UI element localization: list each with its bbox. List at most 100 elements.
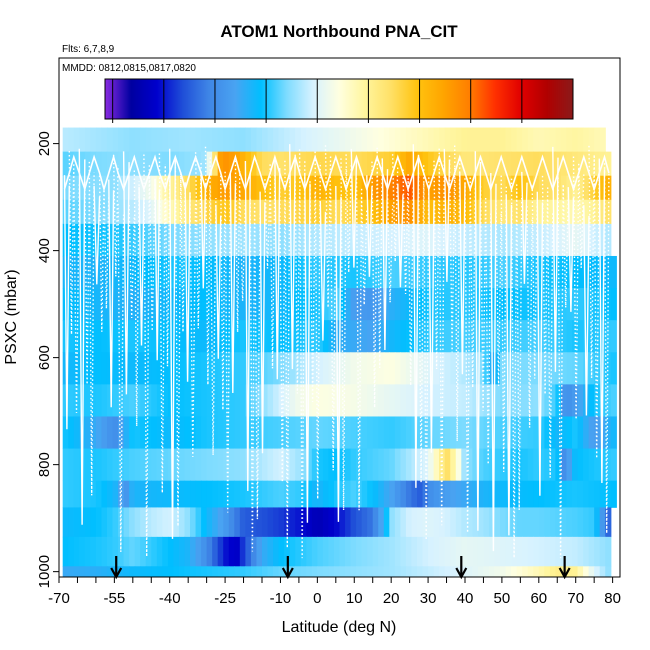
- heatmap-cell: [201, 199, 208, 225]
- heatmap-cell: [439, 536, 446, 567]
- heatmap-cell: [84, 536, 91, 567]
- heatmap-cell: [345, 151, 352, 177]
- heatmap-cell: [439, 175, 446, 201]
- heatmap-cell: [245, 223, 252, 257]
- flight-profile-trace: [366, 175, 373, 277]
- heatmap-cell: [500, 175, 507, 201]
- heatmap-cell: [494, 507, 501, 538]
- heatmap-cell: [173, 480, 180, 508]
- heatmap-cell: [411, 507, 418, 538]
- heatmap-cell: [389, 566, 396, 578]
- flight-profile-trace: [158, 153, 166, 493]
- heatmap-cell: [306, 448, 313, 482]
- heatmap-cell: [162, 384, 169, 417]
- heatmap-cell: [494, 199, 501, 225]
- heatmap-cell: [162, 352, 169, 385]
- heatmap-cell: [129, 384, 136, 417]
- heatmap-cell: [267, 151, 274, 177]
- heatmap-cell: [400, 480, 407, 508]
- flight-profile-trace: [253, 203, 261, 520]
- heatmap-cell: [300, 255, 307, 289]
- heatmap-cell: [328, 384, 335, 417]
- heatmap-cell: [500, 480, 507, 508]
- heatmap-cell: [450, 352, 457, 385]
- heatmap-cell: [173, 448, 180, 482]
- heatmap-cell: [483, 151, 490, 177]
- heatmap-cell: [417, 288, 424, 321]
- heatmap-cell: [223, 507, 230, 538]
- heatmap-cell: [195, 448, 202, 482]
- heatmap-cell: [605, 507, 612, 538]
- heatmap-cell: [145, 255, 152, 289]
- heatmap-cell: [455, 127, 462, 153]
- heatmap-cell: [267, 199, 274, 225]
- heatmap-cell: [361, 127, 368, 153]
- heatmap-cell: [339, 175, 346, 201]
- heatmap-cell: [527, 151, 534, 177]
- heatmap-cell: [300, 416, 307, 449]
- heatmap-cell: [560, 223, 568, 257]
- heatmap-cell: [317, 507, 324, 538]
- heatmap-cell: [488, 175, 496, 201]
- heatmap-cell: [549, 255, 557, 289]
- heatmap-cell: [178, 255, 186, 289]
- heatmap-cell: [162, 223, 169, 257]
- heatmap-cell: [428, 255, 435, 289]
- heatmap-cell: [450, 480, 457, 508]
- heatmap-cell: [560, 175, 568, 201]
- heatmap-cell: [156, 288, 163, 321]
- heatmap-cell: [90, 536, 97, 567]
- heatmap-cell: [101, 352, 108, 385]
- heatmap-cell: [477, 352, 485, 385]
- heatmap-cell: [256, 223, 263, 257]
- heatmap-cell: [566, 175, 573, 201]
- heatmap-cell: [605, 151, 612, 177]
- heatmap-cell: [472, 536, 479, 567]
- heatmap-cell: [62, 536, 69, 567]
- heatmap-cell: [455, 480, 462, 508]
- heatmap-cell: [511, 416, 518, 449]
- heatmap-cell: [201, 480, 208, 508]
- heatmap-cell: [350, 480, 357, 508]
- heatmap-cell: [455, 448, 462, 482]
- heatmap-cell: [284, 288, 291, 321]
- heatmap-cell: [394, 288, 401, 321]
- heatmap-cell: [306, 480, 313, 508]
- heatmap-cell: [483, 536, 490, 567]
- heatmap-cell: [234, 288, 241, 321]
- heatmap-cell: [488, 507, 496, 538]
- heatmap-cell: [345, 507, 352, 538]
- heatmap-cell: [566, 352, 573, 385]
- heatmap-cell: [549, 448, 557, 482]
- heatmap-cell: [444, 507, 451, 538]
- heatmap-cell: [383, 536, 390, 567]
- heatmap-cell: [84, 507, 91, 538]
- heatmap-cell: [466, 448, 473, 482]
- heatmap-cell: [361, 175, 368, 201]
- heatmap-cell: [250, 416, 258, 449]
- heatmap-cell: [234, 384, 241, 417]
- heatmap-cell: [433, 127, 440, 153]
- heatmap-cell: [439, 127, 446, 153]
- heatmap-cell: [494, 480, 501, 508]
- heatmap-cell: [68, 448, 75, 482]
- heatmap-cell: [156, 320, 163, 353]
- heatmap-cell: [527, 175, 534, 201]
- flight-profile-trace: [294, 181, 301, 394]
- x-tick-label: 30: [420, 590, 437, 607]
- heatmap-cell: [588, 127, 595, 153]
- heatmap-cell: [328, 223, 335, 257]
- heatmap-cell: [549, 127, 557, 153]
- heatmap-cell: [317, 175, 324, 201]
- heatmap-cell: [522, 416, 529, 449]
- heatmap-cell: [295, 199, 302, 225]
- heatmap-cell: [151, 384, 158, 417]
- flight-profile-trace: [117, 203, 125, 552]
- heatmap-cell: [201, 352, 208, 385]
- heatmap-cell: [295, 255, 302, 289]
- heatmap-cell: [250, 384, 258, 417]
- heatmap-cell: [466, 223, 473, 257]
- heatmap-cell: [505, 352, 512, 385]
- heatmap-cell: [201, 416, 208, 449]
- y-tick-label: 600: [36, 345, 53, 370]
